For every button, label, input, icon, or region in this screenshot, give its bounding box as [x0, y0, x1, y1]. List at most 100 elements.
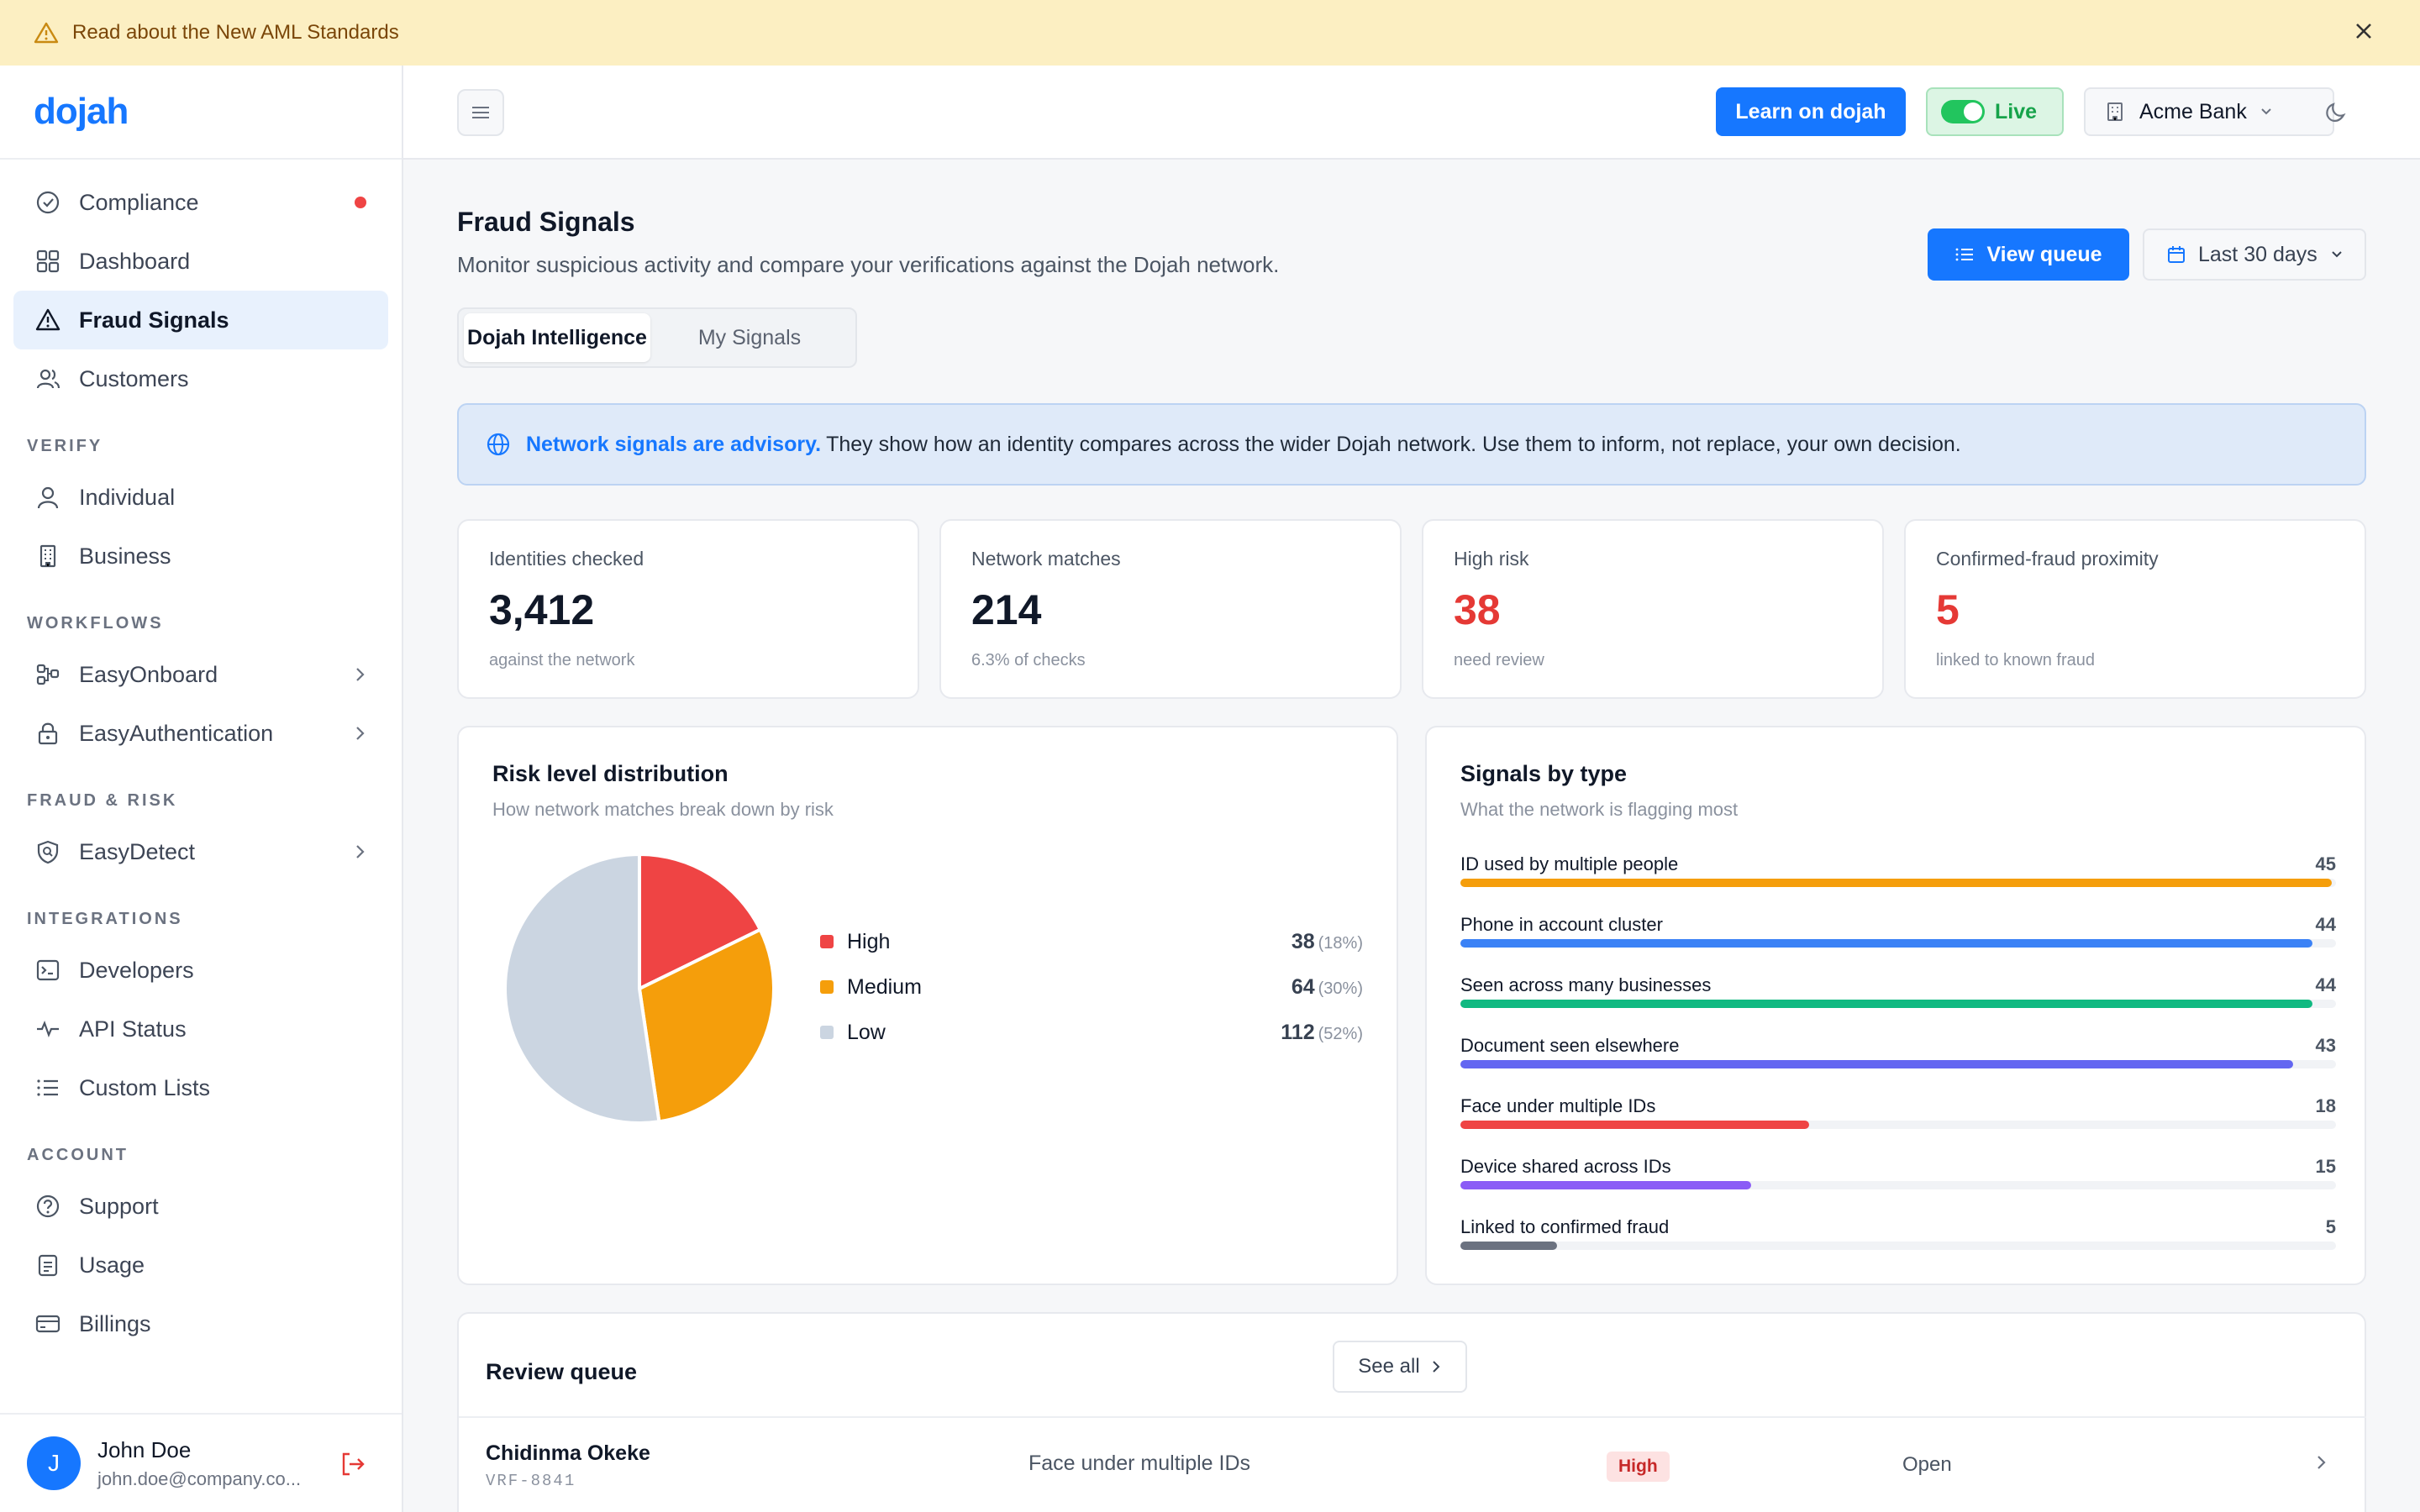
live-mode-toggle[interactable]: Live	[1926, 87, 2064, 136]
sidebar-item-label: Support	[79, 1193, 159, 1219]
kpi-card-confirmed-fraud-proximity: Confirmed-fraud proximity 5 linked to kn…	[1904, 519, 2366, 699]
avatar: J	[27, 1436, 81, 1490]
sidebar-item-easyonboard[interactable]: EasyOnboard	[13, 645, 388, 704]
kpi-caption: 6.3% of checks	[971, 651, 1086, 669]
logout-icon[interactable]	[338, 1450, 366, 1478]
page-title: Fraud Signals	[457, 207, 635, 237]
sidebar-item-label: EasyAuthentication	[79, 720, 274, 746]
sidebar-item-label: API Status	[79, 1016, 187, 1042]
users-icon	[34, 365, 62, 393]
sidebar-item-support[interactable]: Support	[13, 1177, 388, 1236]
chevron-right-icon	[353, 665, 366, 684]
learn-on-dojah-button[interactable]: Learn on dojah	[1716, 87, 1906, 136]
sidebar-item-fraud-signals[interactable]: Fraud Signals	[13, 291, 388, 349]
queue-name: Chidinma Okeke	[486, 1441, 650, 1465]
signal-bar-track	[1460, 1000, 2336, 1008]
section-workflows: WORKFLOWS	[27, 614, 164, 633]
risk-pie-chart	[503, 852, 776, 1125]
sidebar-item-api-status[interactable]: API Status	[13, 1000, 388, 1058]
signal-bar-track	[1460, 1242, 2336, 1250]
sidebar-item-label: EasyOnboard	[79, 661, 218, 687]
signal-row: Face under multiple IDs 18	[1460, 1095, 2336, 1129]
pie-slice-medium	[637, 927, 776, 1124]
tab-my-signals[interactable]: My Signals	[697, 325, 802, 349]
signal-row: Document seen elsewhere 43	[1460, 1035, 2336, 1068]
see-all-button[interactable]: See all	[1333, 1341, 1467, 1393]
sidebar-item-label: Fraud Signals	[79, 307, 229, 333]
sidebar-item-easydetect[interactable]: EasyDetect	[13, 822, 388, 881]
chevron-down-icon	[2329, 249, 2344, 260]
sidebar-item-business[interactable]: Business	[13, 527, 388, 585]
sidebar-item-developers[interactable]: Developers	[13, 941, 388, 1000]
sidebar-item-customers[interactable]: Customers	[13, 349, 388, 408]
legend-item-low: Low 112 (52%)	[820, 1020, 1363, 1045]
clipboard-icon	[34, 1251, 62, 1279]
sidebar-item-easyauthentication[interactable]: EasyAuthentication	[13, 704, 388, 763]
sidebar-item-label: Individual	[79, 484, 176, 510]
brand-logo[interactable]: dojah	[0, 66, 402, 160]
signal-value: 18	[2315, 1095, 2336, 1116]
close-icon[interactable]	[2351, 18, 2376, 44]
legend-swatch	[820, 1026, 834, 1039]
chevron-right-icon[interactable]	[2314, 1453, 2328, 1472]
legend-label: High	[847, 929, 891, 953]
advisory-title: Network signals are advisory.	[526, 432, 822, 456]
kpi-value: 38	[1454, 586, 1501, 633]
toggle-switch[interactable]	[1941, 100, 1985, 123]
advisory-notice: Network signals are advisory. They show …	[457, 403, 2366, 486]
signal-bar	[1460, 879, 2332, 887]
sidebar-item-dashboard[interactable]: Dashboard	[13, 232, 388, 291]
legend-percent: (52%)	[1318, 1024, 1363, 1043]
notification-dot	[355, 197, 366, 208]
user-profile[interactable]: J John Doe john.doe@company.co...	[0, 1413, 402, 1512]
chevron-right-icon	[353, 724, 366, 743]
signal-row: Seen across many businesses 44	[1460, 974, 2336, 1008]
queue-status: Open	[1902, 1453, 1952, 1476]
signal-label: Linked to confirmed fraud	[1460, 1216, 1670, 1237]
signal-bar-track	[1460, 1181, 2336, 1189]
calendar-icon	[2166, 244, 2186, 265]
moon-icon[interactable]	[2323, 99, 2349, 126]
kpi-value: 3,412	[489, 586, 595, 633]
tab-dojah-intelligence[interactable]: Dojah Intelligence	[464, 313, 650, 362]
date-range-selector[interactable]: Last 30 days	[2143, 228, 2366, 281]
organization-name: Acme Bank	[2139, 99, 2247, 123]
sidebar-item-compliance[interactable]: Compliance	[13, 173, 388, 232]
hamburger-icon	[470, 104, 492, 121]
date-range-label: Last 30 days	[2198, 242, 2317, 266]
kpi-card-network-matches: Network matches 214 6.3% of checks	[939, 519, 1402, 699]
sidebar-item-custom-lists[interactable]: Custom Lists	[13, 1058, 388, 1117]
organization-selector[interactable]: Acme Bank	[2084, 87, 2334, 136]
menu-toggle-button[interactable]	[457, 89, 504, 136]
banner-text[interactable]: Read about the New AML Standards	[72, 21, 399, 44]
building-icon	[2104, 101, 2126, 123]
help-circle-icon	[34, 1192, 62, 1221]
card-subtitle: What the network is flagging most	[1460, 799, 1739, 820]
chevron-right-icon	[353, 843, 366, 861]
legend-label: Medium	[847, 974, 922, 999]
signal-label: Phone in account cluster	[1460, 914, 1663, 935]
chevron-right-icon	[1430, 1359, 1442, 1374]
shield-search-icon	[34, 837, 62, 866]
sidebar-item-usage[interactable]: Usage	[13, 1236, 388, 1294]
legend-percent: (30%)	[1318, 979, 1363, 998]
logo-text: dojah	[34, 91, 129, 132]
sidebar-item-billings[interactable]: Billings	[13, 1294, 388, 1353]
top-bar: Learn on dojah Live Acme Bank	[403, 66, 2420, 160]
signal-bar-track	[1460, 1060, 2336, 1068]
table-row[interactable]: Chidinma Okeke VRF-8841 Face under multi…	[459, 1416, 2366, 1512]
kpi-card-identities-checked: Identities checked 3,412 against the net…	[457, 519, 919, 699]
section-integrations: INTEGRATIONS	[27, 910, 183, 928]
view-queue-button[interactable]: View queue	[1928, 228, 2129, 281]
kpi-label: Identities checked	[489, 548, 644, 570]
kpi-value: 214	[971, 586, 1042, 633]
signal-bar	[1460, 1181, 1751, 1189]
risk-distribution-card: Risk level distribution How network matc…	[457, 726, 1398, 1285]
card-title: Risk level distribution	[492, 761, 729, 786]
review-queue-card: Review queue See all Chidinma Okeke VRF-…	[457, 1312, 2366, 1512]
user-email: john.doe@company.co...	[97, 1467, 302, 1489]
announcement-banner[interactable]: Read about the New AML Standards	[0, 0, 2420, 66]
sidebar-item-individual[interactable]: Individual	[13, 468, 388, 527]
credit-card-icon	[34, 1310, 62, 1338]
card-title: Signals by type	[1460, 761, 1628, 786]
